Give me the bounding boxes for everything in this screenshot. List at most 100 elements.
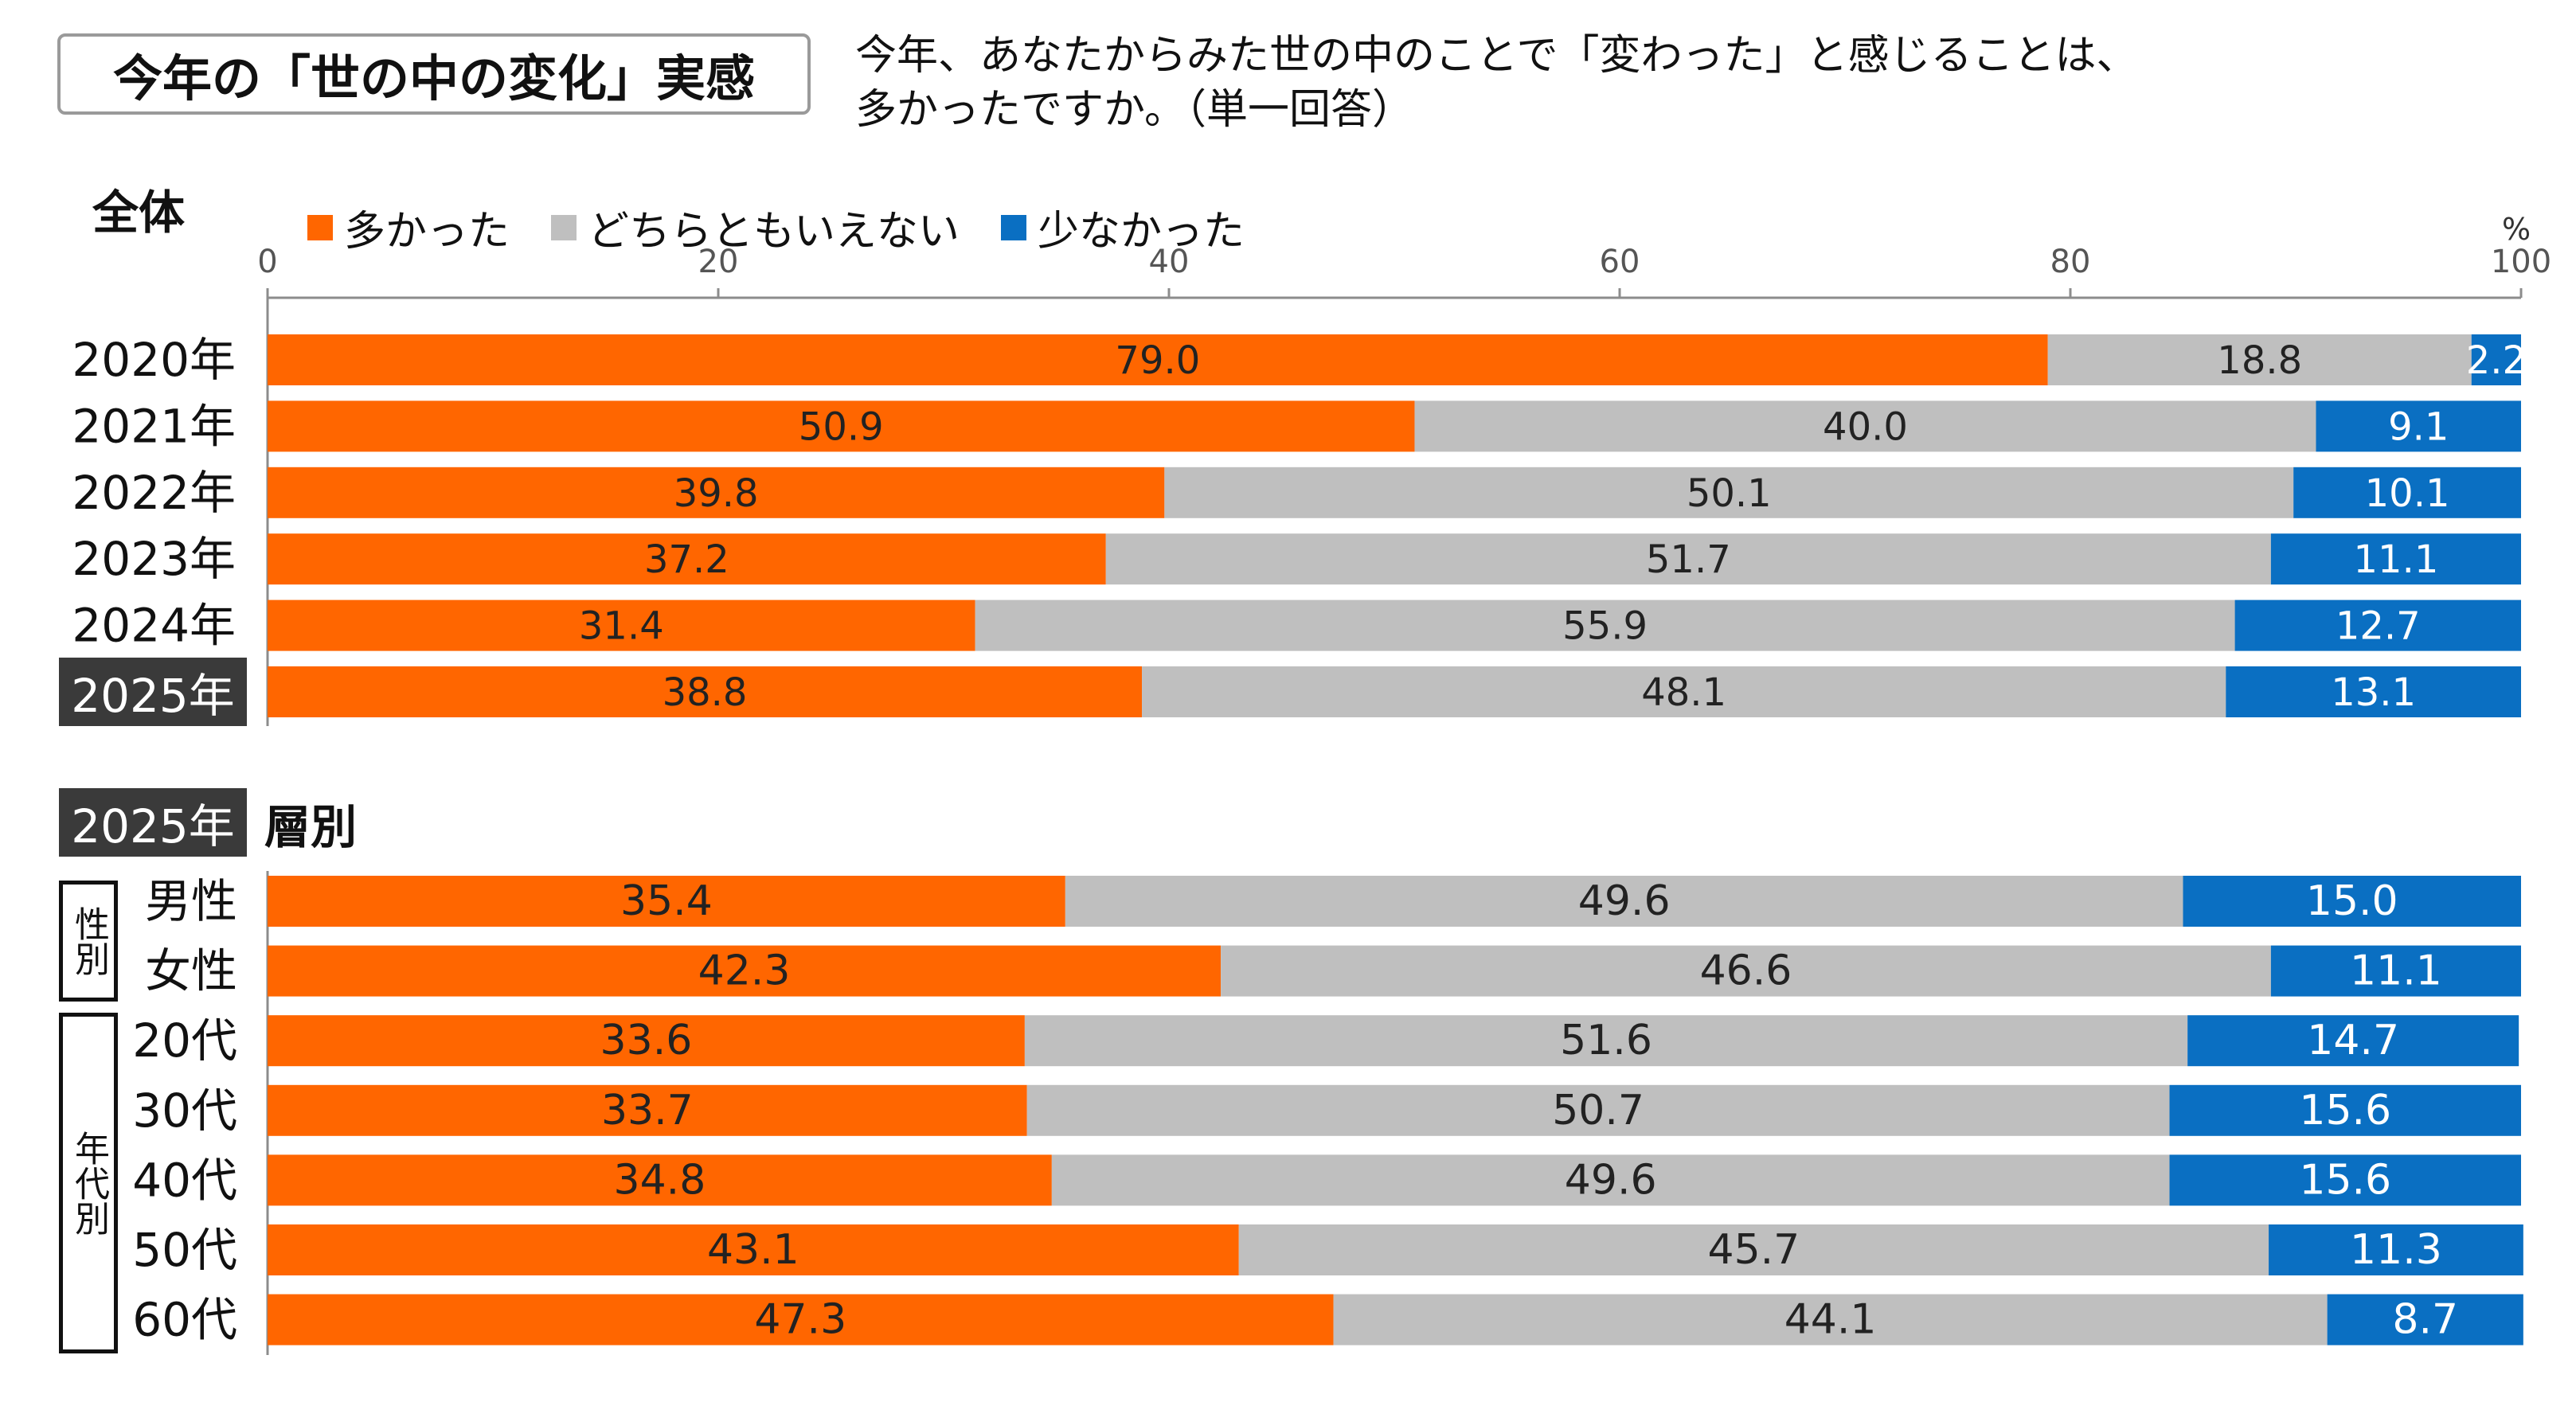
group-label-gender: 性別 [59, 881, 118, 1002]
data-label-few: 9.1 [2388, 404, 2449, 449]
data-label-many: 35.4 [620, 877, 713, 925]
data-label-many: 47.3 [754, 1296, 846, 1344]
data-label-many: 33.7 [601, 1087, 694, 1134]
data-label-few: 11.1 [2350, 947, 2442, 995]
category-label: 30代 [132, 1084, 237, 1138]
survey-question: 今年、あなたからみた世の中のことで「変わった」と感じることは、 多かったですか。… [855, 29, 2209, 137]
data-label-few: 11.3 [2350, 1226, 2442, 1274]
legend-item-neutral: どちらともいえない [551, 197, 960, 257]
bar-segment-many [268, 400, 1415, 452]
legend-label-many: 多かった [344, 208, 510, 256]
legend-item-many: 多かった [307, 197, 510, 257]
data-label-neutral: 45.7 [1707, 1226, 1800, 1274]
data-label-neutral: 44.1 [1784, 1296, 1877, 1344]
category-label: 50代 [132, 1223, 237, 1277]
bar-segment-many [268, 876, 1065, 927]
data-label-neutral: 46.6 [1700, 947, 1792, 995]
x-tick-label: 100 [2491, 244, 2551, 280]
data-label-many: 79.0 [1115, 338, 1200, 383]
highlight-year-label: 2025年 [59, 658, 247, 726]
category-label: 2020年 [72, 333, 236, 387]
category-label: 女性 [145, 944, 237, 998]
bar-segment-many [268, 467, 1165, 518]
category-label: 男性 [145, 874, 237, 928]
question-line-2: 多かったですか。（単一回答） [855, 86, 1413, 134]
data-label-few: 15.6 [2299, 1087, 2391, 1134]
bar-segment-few [2471, 334, 2521, 385]
section-label-overall: 全体 [92, 186, 186, 240]
legend: 多かった どちらともいえない 少なかった [307, 197, 1286, 257]
category-label: 2022年 [72, 466, 236, 520]
data-label-neutral: 55.9 [1562, 604, 1648, 649]
data-label-neutral: 50.7 [1552, 1087, 1644, 1134]
group-label-gender-text: 性別 [68, 906, 109, 976]
bar-segment-many [268, 1294, 1334, 1345]
data-label-neutral: 49.6 [1565, 1156, 1657, 1204]
data-label-few: 15.0 [2306, 877, 2398, 925]
bar-segment-neutral [1238, 1224, 2269, 1275]
data-label-many: 33.6 [600, 1017, 693, 1064]
data-label-few: 10.1 [2365, 471, 2450, 516]
data-label-many: 50.9 [799, 404, 884, 449]
bar-segment-few [2169, 1154, 2521, 1206]
bar-segment-few [2226, 666, 2521, 717]
bar-segment-many [268, 945, 1222, 997]
bar-segment-few [2234, 599, 2521, 651]
legend-label-few: 少なかった [1037, 208, 1245, 256]
bar-segment-many [268, 533, 1106, 585]
chart-title: 今年の「世の中の変化」実感 [57, 33, 811, 115]
category-label: 2023年 [72, 532, 236, 586]
legend-label-neutral: どちらともいえない [588, 208, 960, 256]
bar-segment-many [268, 1154, 1052, 1206]
bar-segment-neutral [1142, 666, 2226, 717]
section-label-breakdown: 層別 [264, 800, 358, 854]
x-tick-label: 20 [698, 244, 739, 280]
bar-segment-few [2183, 876, 2521, 927]
bar-segment-few [2270, 533, 2521, 585]
data-label-many: 43.1 [707, 1226, 799, 1274]
data-label-many: 38.8 [663, 670, 748, 715]
bar-segment-neutral [1333, 1294, 2328, 1345]
bar-segment-few [2270, 945, 2521, 997]
data-label-neutral: 49.6 [1578, 877, 1671, 925]
axis-unit-label: % [2502, 212, 2531, 247]
bar-segment-few [2327, 1294, 2523, 1345]
bar-segment-neutral [1414, 400, 2316, 452]
data-label-few: 13.1 [2331, 670, 2416, 715]
category-label: 60代 [132, 1293, 237, 1347]
bar-segment-neutral [1026, 1084, 2170, 1136]
question-line-1: 今年、あなたからみた世の中のことで「変わった」と感じることは、 [855, 32, 2138, 80]
data-label-many: 39.8 [674, 471, 759, 516]
data-label-neutral: 18.8 [2217, 338, 2302, 383]
data-label-few: 8.7 [2392, 1296, 2458, 1344]
breakdown-year-badge: 2025年 [59, 788, 247, 857]
data-label-neutral: 50.1 [1687, 471, 1772, 516]
bar-segment-neutral [1221, 945, 2271, 997]
bar-segment-few [2269, 1224, 2523, 1275]
data-label-many: 34.8 [614, 1156, 706, 1204]
data-label-neutral: 51.7 [1646, 537, 1731, 582]
bar-segment-few [2169, 1084, 2521, 1136]
group-label-age-text: 年代別 [68, 1131, 109, 1236]
data-label-neutral: 51.6 [1560, 1017, 1652, 1064]
bar-segment-few [2187, 1015, 2519, 1067]
bar-segment-many [268, 1084, 1027, 1136]
data-label-neutral: 48.1 [1641, 670, 1726, 715]
data-label-few: 14.7 [2307, 1017, 2399, 1064]
x-tick-label: 60 [1600, 244, 1640, 280]
bar-segment-neutral [975, 599, 2235, 651]
bar-segment-few [2316, 400, 2521, 452]
bar-segment-neutral [1024, 1015, 2188, 1067]
bar-segment-neutral [1105, 533, 2271, 585]
data-label-many: 37.2 [644, 537, 729, 582]
category-label: 40代 [132, 1153, 237, 1207]
category-label: 20代 [132, 1013, 237, 1068]
data-label-many: 31.4 [579, 604, 664, 649]
data-label-few: 2.2 [2466, 338, 2527, 383]
bar-segment-many [268, 1015, 1025, 1067]
bar-segment-many [268, 1224, 1239, 1275]
bar-segment-many [268, 599, 975, 651]
bar-segment-neutral [2047, 334, 2472, 385]
legend-item-few: 少なかった [1000, 197, 1245, 257]
